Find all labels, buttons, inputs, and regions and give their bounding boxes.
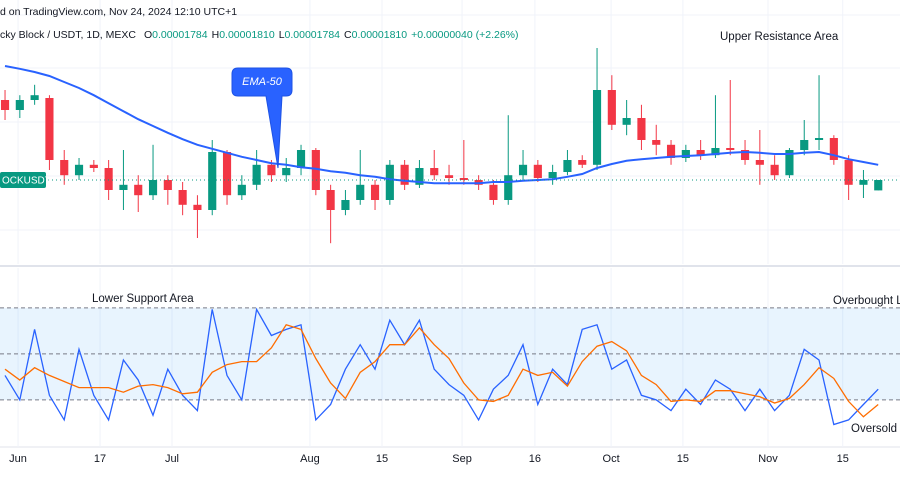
candle-body [267,164,276,176]
candle-body [296,150,306,168]
x-tick-label: 16 [529,453,541,465]
x-tick-label: Oct [603,453,620,465]
candle-body [326,190,335,210]
candle-body [800,140,809,150]
x-tick-label: Nov [758,453,778,465]
candle-body [15,100,24,110]
candle-body [430,168,439,176]
candle-body [637,118,646,140]
plot: Jun 17 Jul Aug 15 Sep 16 Oct 15 Nov 15 OCKUSDT Upper… [0,0,900,465]
candle-body [755,160,764,165]
x-tick-label: 17 [94,453,106,465]
candle-body [681,150,690,158]
candle-body [696,150,705,156]
candle-body [400,164,409,185]
candle-body [30,95,39,100]
candle-body [356,184,365,200]
candle-body [89,164,98,168]
symbol-legend: cky Block / USDT, 1D, MEXC O0.00001784 H0.… [0,29,519,41]
candle-body [829,138,838,160]
ohlc-key: O [144,29,152,41]
ohlc-key: C [344,29,352,41]
candle-body [504,175,513,200]
candle-body [533,164,542,178]
candle-body [385,164,394,200]
symbol: cky Block / USDT, 1D, MEXC [0,29,136,41]
ohlc-value: 0.00001784 [285,29,341,41]
callout: EMA-50 [231,67,293,169]
candle-body [874,180,883,191]
annotation: Lower Support Area [92,293,194,305]
candle-body [622,118,631,125]
candle-body [134,184,143,196]
candle-body [222,152,232,196]
candle-body [119,184,128,190]
candle-body [770,164,779,176]
callout-shape [231,67,293,169]
candle-body [163,180,172,190]
candle-body [311,150,320,190]
last-price-tag-label: OCKUSDT [2,176,51,187]
candle-body [415,168,424,185]
candle-body [193,204,202,210]
candle-body [370,184,380,200]
candle-body [178,190,187,205]
grid [0,14,900,231]
ohlc-value: 0.00001810 [352,29,408,41]
annotation: Upper Resistance Area [720,31,839,43]
candle-body [652,140,661,145]
candle-body [726,148,735,150]
candle-body [814,138,824,140]
candle-body [518,164,528,176]
source-line: d on TradingView.com, Nov 24, 2024 12:10… [0,6,237,18]
x-tick-label: 15 [837,453,849,465]
candle-body [74,164,84,176]
x-tick-label: 15 [376,453,388,465]
candle-body [459,178,468,180]
candle-body [563,160,572,172]
ohlc-key: H [212,29,220,41]
ema-line [4,65,879,185]
candle-body [0,100,10,110]
x-tick-label: 15 [677,453,689,465]
candle-body [341,200,350,210]
candle-body [711,148,720,156]
x-tick-label: Aug [300,453,320,465]
candle-body [740,150,750,160]
candle-body [785,150,794,176]
annotation: Overbought L [833,295,900,307]
candle-body [208,152,217,210]
candle-body [666,144,676,158]
candle-body [282,168,291,176]
annotation: Oversold [851,423,897,435]
callout-label: EMA-50 [242,76,283,88]
candle-body [237,184,246,196]
ohlc-value: 0.00001810 [219,29,275,41]
stochastic-line [4,324,879,418]
candle-body [489,184,498,200]
change: +0.00000040 (+2.26%) [411,29,518,41]
candle-body [859,180,868,185]
last-price-tag [0,172,46,188]
stochastic-line [4,307,879,426]
candle-body [592,90,602,165]
candle-body [844,160,853,185]
candle-body [104,168,113,190]
candle-body [607,90,616,125]
candle-body [60,160,69,176]
ohlc-value: 0.00001784 [152,29,208,41]
candle-body [444,175,454,178]
candle-body [252,164,261,185]
candle-body [548,172,557,178]
x-tick-label: Jul [165,453,179,465]
ohlc-key: L [279,29,285,41]
x-tick-label: Jun [9,453,27,465]
candle-body [148,180,158,196]
x-tick-label: Sep [452,453,472,465]
candle-body [578,160,587,165]
candle-body [45,98,54,160]
